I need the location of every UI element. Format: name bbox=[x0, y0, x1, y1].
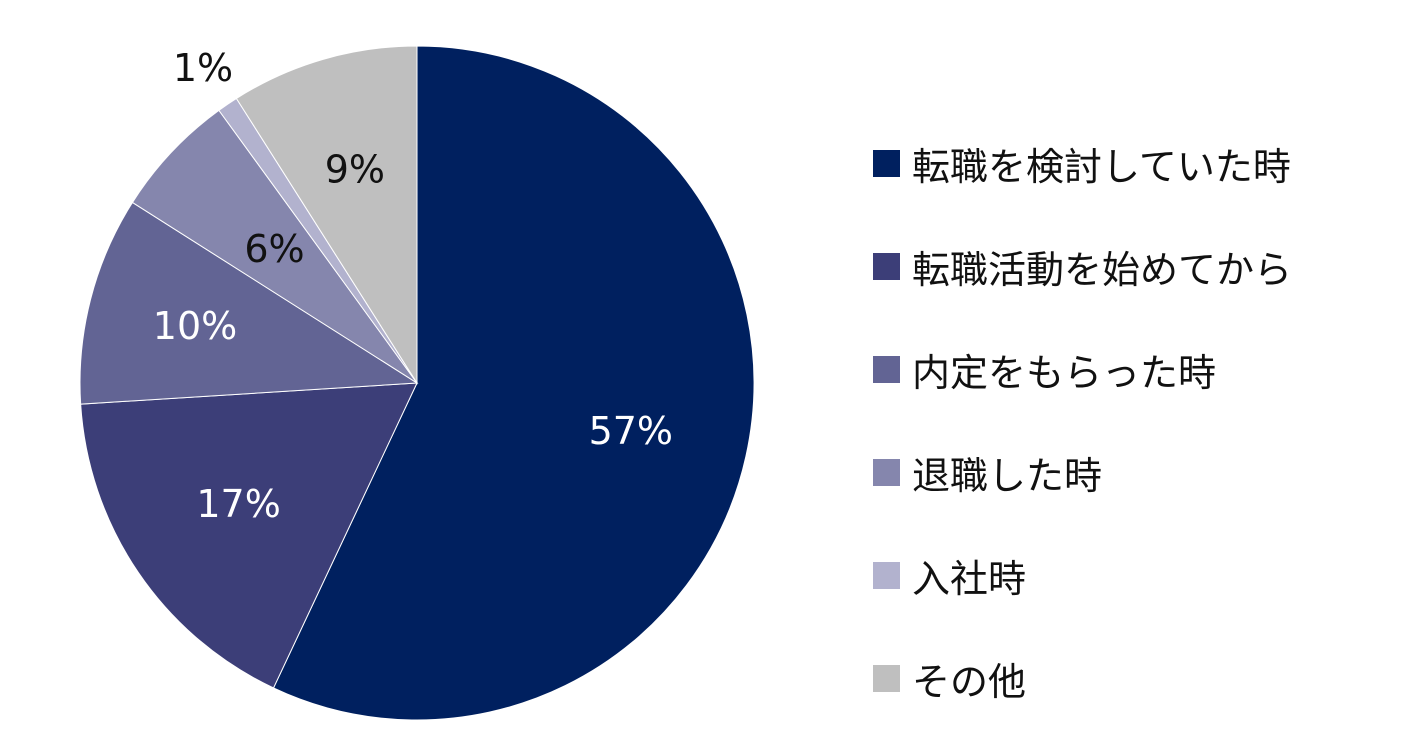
legend-label: 入社時 bbox=[912, 557, 1027, 601]
legend-swatch bbox=[873, 150, 900, 177]
pie-value-label: 57% bbox=[589, 409, 673, 453]
legend-item: 内定をもらった時 bbox=[873, 318, 1292, 421]
legend-swatch bbox=[873, 665, 900, 692]
pie-value-label: 1% bbox=[173, 46, 233, 90]
pie-value-labels: 57% 17% 10%6% 1% 9% bbox=[153, 46, 673, 526]
legend-swatch bbox=[873, 459, 900, 486]
pie-slice bbox=[79, 201, 419, 405]
legend-label: その他 bbox=[912, 660, 1027, 704]
pie-slice bbox=[131, 109, 418, 384]
legend-item: その他 bbox=[873, 627, 1292, 730]
pie-value-label: 9% bbox=[325, 147, 385, 191]
legend-item: 退職した時 bbox=[873, 421, 1292, 524]
legend-label: 転職活動を始めてから bbox=[912, 248, 1293, 292]
legend-swatch bbox=[873, 356, 900, 383]
legend-item: 転職活動を始めてから bbox=[873, 215, 1292, 318]
pie-value-label: 17% bbox=[196, 482, 280, 526]
pie-value-label: 6% bbox=[244, 227, 304, 271]
pie-value-label: 10% bbox=[153, 304, 237, 348]
pie-slice bbox=[272, 45, 755, 721]
legend-label: 内定をもらった時 bbox=[912, 351, 1217, 395]
chart-legend: 転職を検討していた時 転職活動を始めてから 内定をもらった時 退職した時入社時その他 bbox=[873, 112, 1292, 730]
pie-slice bbox=[80, 382, 418, 689]
pie-slices bbox=[79, 45, 755, 721]
pie-slice bbox=[235, 45, 418, 385]
legend-swatch bbox=[873, 253, 900, 280]
legend-swatch bbox=[873, 562, 900, 589]
legend-item: 転職を検討していた時 bbox=[873, 112, 1292, 215]
legend-item: 入社時 bbox=[873, 524, 1292, 627]
legend-label: 転職を検討していた時 bbox=[912, 145, 1291, 189]
legend-label: 退職した時 bbox=[912, 454, 1103, 498]
